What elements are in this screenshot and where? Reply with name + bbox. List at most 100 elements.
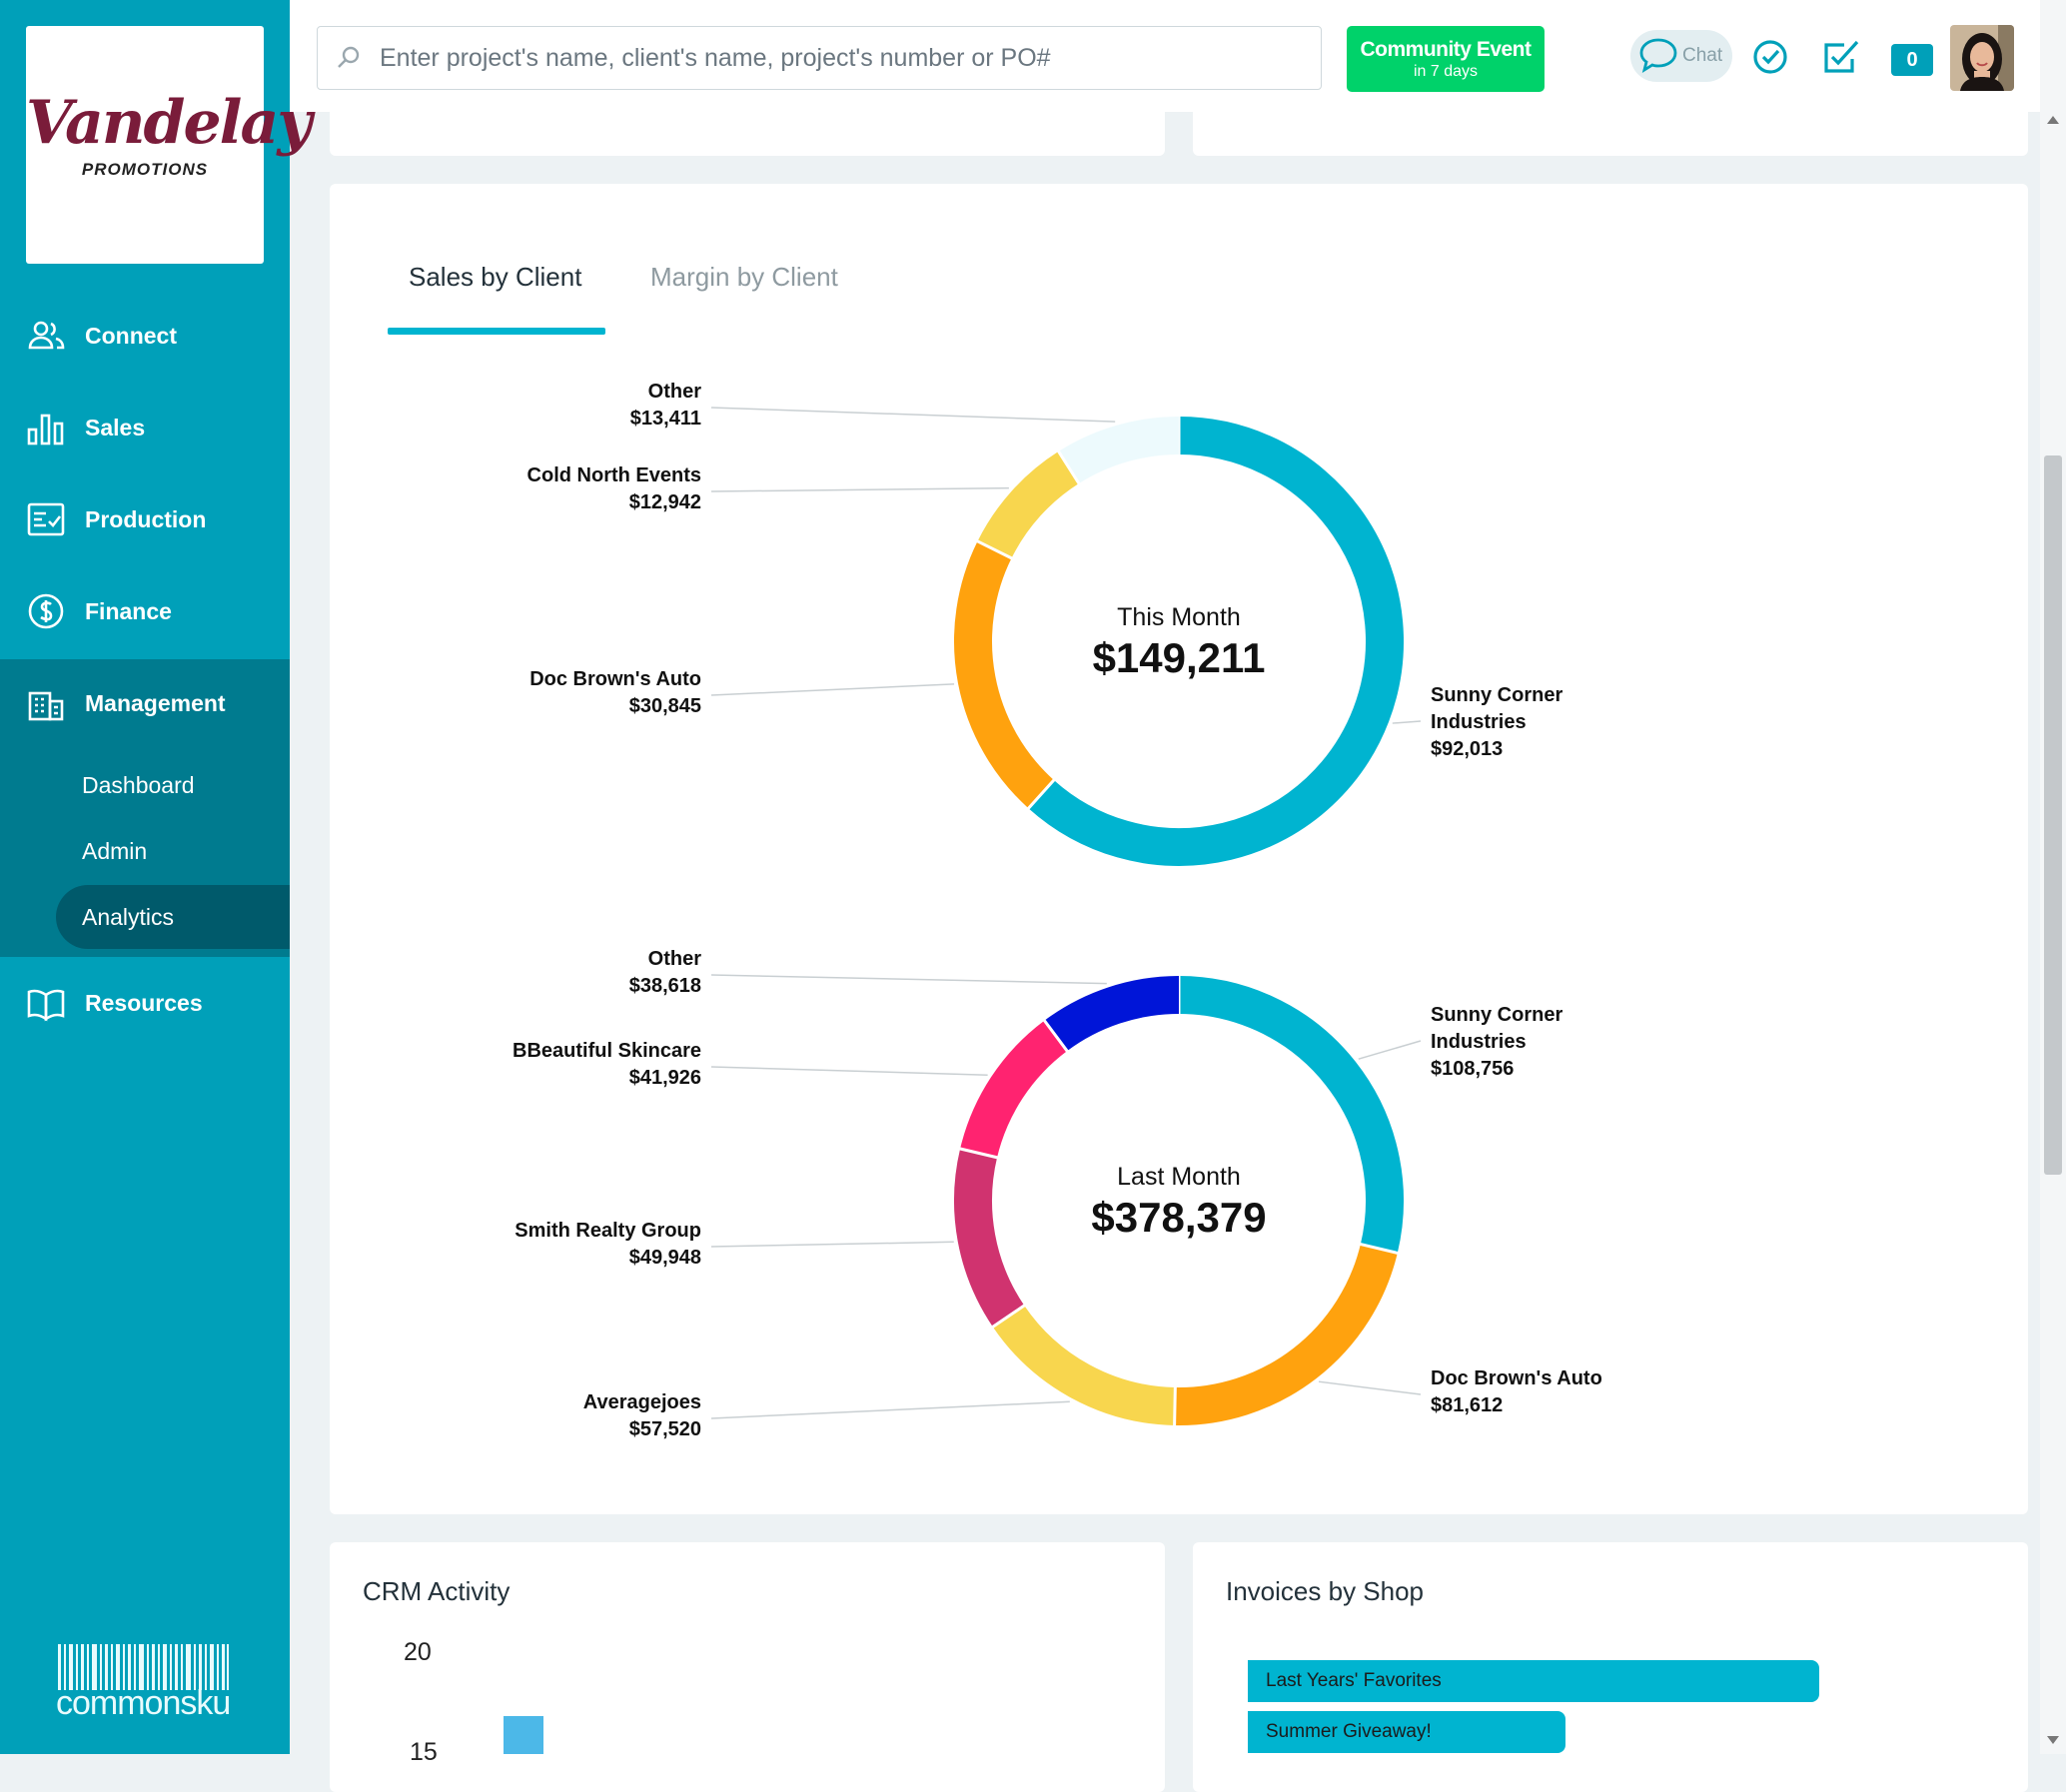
leader-line	[710, 1066, 988, 1076]
crm-activity-title: CRM Activity	[363, 1576, 511, 1606]
leader-line	[710, 407, 1116, 423]
notification-badge[interactable]: 0	[1891, 44, 1933, 76]
donut-slice-other[interactable]	[1058, 417, 1180, 484]
submenu-dashboard[interactable]: Dashboard	[56, 753, 290, 817]
slice-separator	[991, 1304, 1026, 1330]
slice-label-line: $38,618	[629, 975, 701, 997]
event-subtitle: in 7 days	[1413, 63, 1479, 80]
slice-separator	[975, 539, 1014, 560]
sidebar-item-management[interactable]: Management	[0, 663, 290, 743]
slice-label-line: $12,942	[629, 491, 701, 513]
event-title: Community Event	[1360, 38, 1532, 61]
management-section: Management Dashboard Admin Analytics	[0, 659, 290, 957]
crm-axis-tick: 15	[410, 1738, 438, 1766]
slice-separator	[1026, 778, 1056, 810]
slice-separator	[1056, 449, 1081, 485]
sidebar-item-sales[interactable]: Sales	[0, 388, 290, 467]
building-icon	[28, 691, 64, 721]
slice-separator	[1173, 1385, 1177, 1426]
invoice-bar-summer-giveaway[interactable]: Summer Giveaway!	[1248, 1711, 1565, 1753]
slice-separator	[1042, 1019, 1069, 1053]
invoices-by-shop-title: Invoices by Shop	[1226, 1576, 1425, 1606]
tab-sales-by-client[interactable]: Sales by Client	[409, 262, 582, 292]
leader-line	[710, 486, 1009, 492]
slice-label-line: BBeautiful Skincare	[513, 1040, 701, 1062]
slice-label-line: $108,756	[1431, 1058, 1514, 1080]
search-box[interactable]	[317, 26, 1322, 90]
slice-label-line: Industries	[1431, 711, 1527, 733]
slice-label-line: Other	[648, 381, 702, 403]
scroll-up-arrow-icon[interactable]	[2047, 116, 2059, 124]
donut-slice-averagejoes[interactable]	[992, 1305, 1176, 1425]
slice-separator	[1359, 1242, 1400, 1256]
dollar-icon	[28, 593, 64, 629]
bar-chart-icon	[27, 414, 64, 446]
slice-label-line: $30,845	[629, 695, 701, 717]
sidebar: Vandelay PROMOTIONS Connect Sales Produc…	[0, 0, 312, 1754]
donut-slice-other[interactable]	[1044, 976, 1180, 1052]
search-input[interactable]	[378, 27, 1311, 89]
slice-label-line: $49,948	[629, 1247, 701, 1269]
sidebar-item-finance[interactable]: Finance	[0, 571, 290, 651]
slice-label-sunny-corner-industries: Sunny Corner Industries $108,756	[1431, 1004, 1562, 1080]
tab-margin-by-client[interactable]: Margin by Client	[650, 262, 838, 292]
invoice-bar-last-years-favorites[interactable]: Last Years' Favorites	[1248, 1660, 1819, 1702]
sidebar-item-connect[interactable]: Connect	[0, 296, 290, 376]
chat-label: Chat	[1682, 45, 1723, 66]
submenu-label: Analytics	[82, 903, 175, 930]
commonsku-logo: commonsku	[56, 1644, 232, 1730]
chat-bubble-icon	[1639, 38, 1677, 74]
sidebar-item-production[interactable]: Production	[0, 479, 290, 559]
donut-slice-doc-brown-s-auto[interactable]	[1174, 1244, 1398, 1425]
invoice-bar-label: Last Years' Favorites	[1266, 1670, 1442, 1691]
slice-label-sunny-corner-industries: Sunny Corner Industries $92,013	[1431, 684, 1562, 760]
crm-activity-bar[interactable]	[504, 1716, 543, 1754]
donut-slice-smith-realty-group[interactable]	[954, 1148, 1025, 1328]
commonsku-wordmark: commonsku	[56, 1684, 231, 1722]
scroll-down-arrow-icon[interactable]	[2047, 1736, 2059, 1744]
donut-center-total: $149,211	[1093, 634, 1266, 681]
slice-separator	[958, 1147, 999, 1160]
donut-slice-sunny-corner-industries[interactable]	[1028, 417, 1404, 866]
donut-slice-doc-brown-s-auto[interactable]	[954, 540, 1055, 809]
summary-card-left	[330, 100, 1165, 156]
donut-slice-cold-north-events[interactable]	[977, 450, 1080, 559]
slice-label-line: $92,013	[1431, 738, 1503, 760]
slice-label-averagejoes: Averagejoes $57,520	[583, 1391, 701, 1440]
slice-label-line: Cold North Events	[527, 464, 701, 486]
avatar[interactable]	[1950, 25, 2014, 91]
slice-label-line: Averagejoes	[583, 1391, 701, 1413]
top-header: Community Event in 7 days Chat 0	[290, 0, 2066, 112]
donut-center-title: Last Month	[1117, 1163, 1241, 1191]
slice-label-line: Doc Brown's Auto	[1431, 1367, 1602, 1389]
slice-label-line: $41,926	[629, 1067, 701, 1089]
leader-line	[1358, 1040, 1422, 1060]
slice-label-line: Doc Brown's Auto	[529, 668, 701, 690]
slice-label-cold-north-events: Cold North Events $12,942	[527, 464, 701, 513]
people-icon	[28, 321, 65, 350]
sidebar-item-label: Sales	[85, 414, 146, 441]
last-month-donut: Sunny Corner Industries $108,756 Doc Brown'…	[513, 948, 1602, 1440]
sales-donut-charts: Sunny Corner Industries $92,013 Doc Brown's…	[513, 381, 1602, 1440]
donut-slice-sunny-corner-industries[interactable]	[1178, 976, 1404, 1254]
submenu-admin[interactable]: Admin	[56, 819, 290, 883]
donut-center-title: This Month	[1117, 603, 1241, 631]
community-event-button[interactable]: Community Event in 7 days	[1347, 26, 1545, 92]
company-logo[interactable]: Vandelay PROMOTIONS	[26, 26, 312, 264]
donut-slice-bbeautiful-skincare[interactable]	[960, 1020, 1068, 1159]
leader-line	[1392, 720, 1422, 724]
slice-label-line: $57,520	[629, 1418, 701, 1440]
check-circle-icon[interactable]	[1750, 37, 1790, 77]
task-edit-icon[interactable]	[1820, 37, 1860, 77]
submenu-label: Dashboard	[82, 771, 195, 798]
slice-label-line: $81,612	[1431, 1394, 1503, 1416]
logo-brand-text: Vandelay	[26, 88, 312, 158]
sidebar-item-resources[interactable]: Resources	[0, 963, 290, 1043]
leader-line	[710, 974, 1107, 985]
logo-tagline: PROMOTIONS	[81, 160, 209, 179]
submenu-analytics[interactable]: Analytics	[56, 885, 290, 949]
chat-button[interactable]: Chat	[1630, 30, 1732, 82]
slice-label-line: Sunny Corner	[1431, 1004, 1562, 1026]
checklist-icon	[27, 502, 65, 536]
scrollbar-thumb[interactable]	[2044, 455, 2062, 1175]
